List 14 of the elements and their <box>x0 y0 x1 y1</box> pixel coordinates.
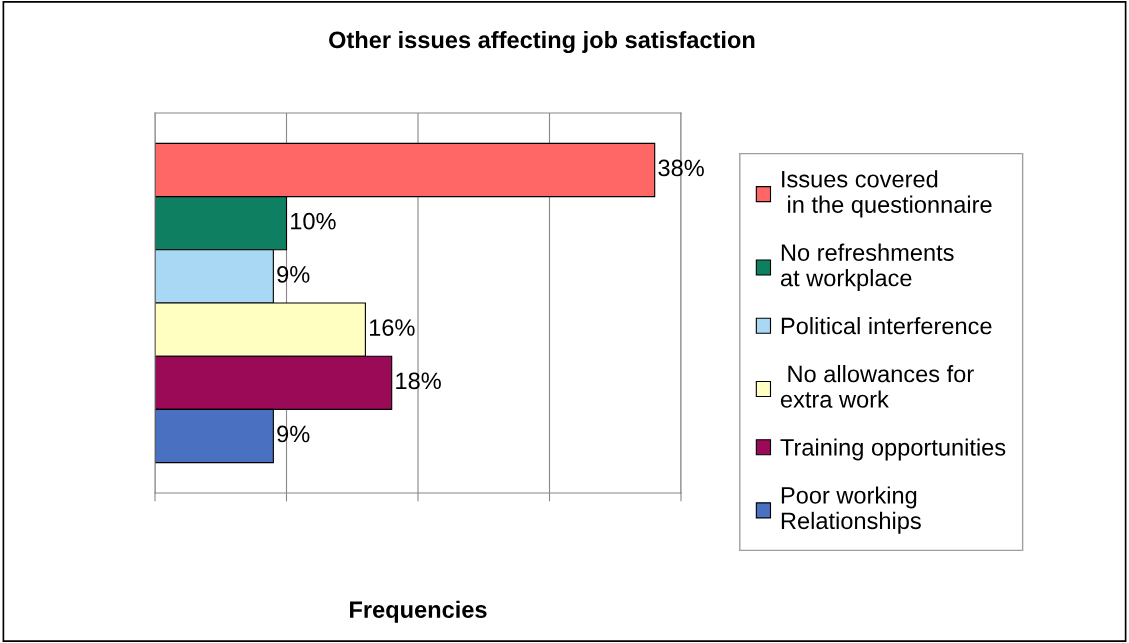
data-label: 9% <box>277 425 310 443</box>
data-label: 18% <box>396 372 441 390</box>
data-label: 38% <box>658 159 704 177</box>
chart-title: Other issues affecting job satisfaction <box>329 30 755 54</box>
legend-label: Political interference <box>781 317 992 335</box>
data-label: 9% <box>277 266 310 283</box>
data-label: 10% <box>291 212 336 230</box>
legend-label: Training opportunities <box>780 438 1006 461</box>
legend-label: No allowances for extra work <box>780 364 974 408</box>
x-axis-title: Frequencies <box>350 600 487 623</box>
legend-label: Poor working Relationships <box>781 486 921 534</box>
legend-label: No refreshments at workplace <box>780 243 954 292</box>
data-label: 16% <box>369 319 415 336</box>
legend-label: Issues covered in the questionnaire <box>782 170 992 218</box>
